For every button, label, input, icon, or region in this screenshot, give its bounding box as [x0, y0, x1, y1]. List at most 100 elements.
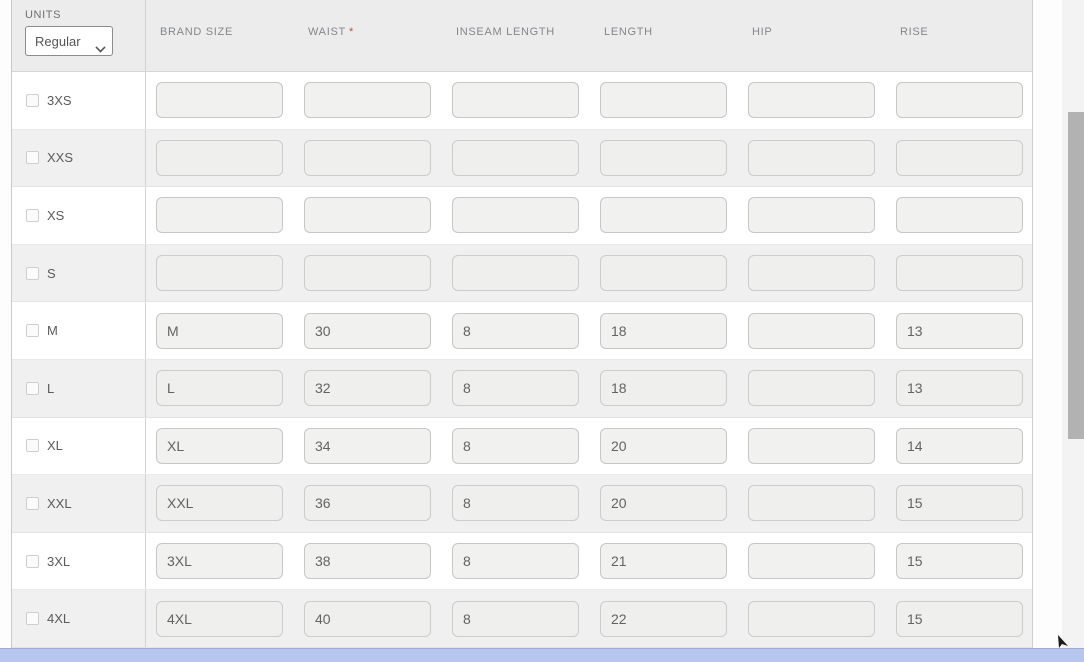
- measurement-cell: [738, 370, 886, 407]
- brand-size-input[interactable]: [156, 139, 283, 176]
- length-input[interactable]: [600, 485, 727, 522]
- scrollbar-thumb[interactable]: [1068, 112, 1084, 439]
- hip-input[interactable]: [748, 197, 875, 234]
- row-select-checkbox[interactable]: [26, 266, 39, 280]
- waist-input[interactable]: [304, 139, 431, 176]
- measurement-cell: [146, 600, 294, 637]
- rise-input[interactable]: [896, 312, 1023, 349]
- row-header-cell: L: [12, 359, 146, 417]
- column-header-label: INSEAM LENGTH: [456, 26, 555, 38]
- row-header-cell: 3XL: [12, 532, 146, 590]
- row-select-checkbox[interactable]: [26, 324, 39, 338]
- row-select-checkbox[interactable]: [26, 439, 39, 453]
- measurement-cell: [886, 370, 1034, 407]
- rise-input[interactable]: [896, 139, 1023, 176]
- units-label: UNITS: [25, 9, 61, 21]
- brand-size-input[interactable]: [156, 543, 283, 580]
- waist-input[interactable]: [304, 82, 431, 119]
- inseam-length-input[interactable]: [452, 82, 579, 119]
- waist-input[interactable]: [304, 197, 431, 234]
- hip-input[interactable]: [748, 312, 875, 349]
- inseam-length-input[interactable]: [452, 600, 579, 637]
- measurement-cell: [442, 370, 590, 407]
- row-select-checkbox[interactable]: [26, 612, 39, 626]
- hip-input[interactable]: [748, 600, 875, 637]
- brand-size-input[interactable]: [156, 427, 283, 464]
- inseam-length-input[interactable]: [452, 427, 579, 464]
- brand-size-input[interactable]: [156, 312, 283, 349]
- hip-input[interactable]: [748, 82, 875, 119]
- measurement-cell: [738, 600, 886, 637]
- waist-input[interactable]: [304, 600, 431, 637]
- row-select-checkbox[interactable]: [26, 381, 39, 395]
- measurement-cell: [886, 427, 1034, 464]
- brand-size-input[interactable]: [156, 485, 283, 522]
- hip-input[interactable]: [748, 427, 875, 464]
- waist-input[interactable]: [304, 427, 431, 464]
- bottom-highlight-bar: [0, 648, 1084, 662]
- inseam-length-input[interactable]: [452, 485, 579, 522]
- waist-input[interactable]: [304, 312, 431, 349]
- hip-input[interactable]: [748, 485, 875, 522]
- waist-input[interactable]: [304, 485, 431, 522]
- inseam-length-input[interactable]: [452, 255, 579, 292]
- table-header-row: UNITS Regular BRAND SIZE WAIST * INSEAM L…: [12, 0, 1032, 72]
- waist-input[interactable]: [304, 370, 431, 407]
- row-select-checkbox[interactable]: [26, 208, 39, 222]
- length-input[interactable]: [600, 82, 727, 119]
- length-input[interactable]: [600, 543, 727, 580]
- measurement-cell: [146, 543, 294, 580]
- length-input[interactable]: [600, 312, 727, 349]
- length-input[interactable]: [600, 427, 727, 464]
- brand-size-input[interactable]: [156, 600, 283, 637]
- table-row: XXL: [12, 475, 1032, 533]
- measurement-cell: [294, 139, 442, 176]
- row-select-checkbox[interactable]: [26, 496, 39, 510]
- column-headers: BRAND SIZE WAIST * INSEAM LENGTH LENGTH H…: [146, 0, 1034, 71]
- inseam-length-input[interactable]: [452, 370, 579, 407]
- inseam-length-input[interactable]: [452, 197, 579, 234]
- length-input[interactable]: [600, 197, 727, 234]
- row-select-checkbox[interactable]: [26, 554, 39, 568]
- measurement-cell: [442, 427, 590, 464]
- brand-size-input[interactable]: [156, 255, 283, 292]
- length-input[interactable]: [600, 139, 727, 176]
- rise-input[interactable]: [896, 370, 1023, 407]
- waist-input[interactable]: [304, 255, 431, 292]
- rise-input[interactable]: [896, 427, 1023, 464]
- measurement-cell: [294, 485, 442, 522]
- hip-input[interactable]: [748, 370, 875, 407]
- measurement-cell: [886, 543, 1034, 580]
- hip-input[interactable]: [748, 255, 875, 292]
- hip-input[interactable]: [748, 139, 875, 176]
- vertical-scrollbar[interactable]: [1062, 0, 1084, 662]
- length-input[interactable]: [600, 255, 727, 292]
- row-size-label: XXL: [47, 495, 72, 511]
- units-select[interactable]: Regular: [25, 26, 113, 56]
- row-select-checkbox[interactable]: [26, 151, 39, 165]
- waist-input[interactable]: [304, 543, 431, 580]
- column-header-label: WAIST: [308, 26, 346, 38]
- length-input[interactable]: [600, 600, 727, 637]
- row-select-checkbox[interactable]: [26, 93, 39, 107]
- brand-size-input[interactable]: [156, 82, 283, 119]
- length-input[interactable]: [600, 370, 727, 407]
- rise-input[interactable]: [896, 543, 1023, 580]
- inseam-length-input[interactable]: [452, 543, 579, 580]
- rise-input[interactable]: [896, 485, 1023, 522]
- brand-size-input[interactable]: [156, 197, 283, 234]
- brand-size-input[interactable]: [156, 370, 283, 407]
- table-row: XL: [12, 417, 1034, 476]
- row-size-label: 3XL: [47, 553, 71, 569]
- rise-input[interactable]: [896, 255, 1023, 292]
- row-cells: [146, 475, 1034, 532]
- rise-input[interactable]: [896, 82, 1023, 119]
- rise-input[interactable]: [896, 600, 1023, 637]
- inseam-length-input[interactable]: [452, 139, 579, 176]
- rise-input[interactable]: [896, 197, 1023, 234]
- column-header: LENGTH: [590, 0, 738, 71]
- inseam-length-input[interactable]: [452, 312, 579, 349]
- row-cells: [146, 130, 1034, 187]
- hip-input[interactable]: [748, 543, 875, 580]
